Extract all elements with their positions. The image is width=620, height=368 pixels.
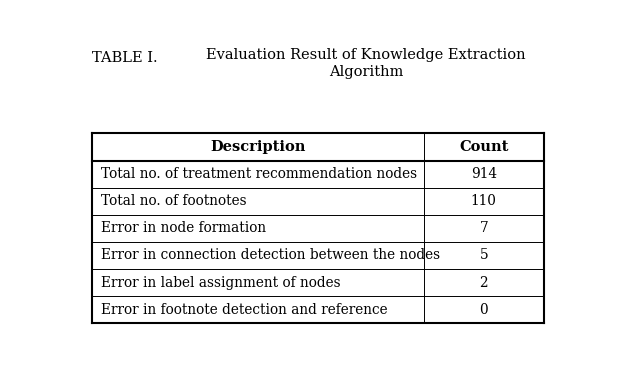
Text: Total no. of footnotes: Total no. of footnotes xyxy=(100,194,246,208)
Text: Error in connection detection between the nodes: Error in connection detection between th… xyxy=(100,248,440,262)
Text: 110: 110 xyxy=(471,194,497,208)
Text: Algorithm: Algorithm xyxy=(329,66,403,79)
Text: 0: 0 xyxy=(479,303,488,317)
Text: 5: 5 xyxy=(479,248,488,262)
Text: 2: 2 xyxy=(479,276,488,290)
Text: Description: Description xyxy=(210,140,306,154)
Text: 914: 914 xyxy=(471,167,497,181)
Text: Total no. of treatment recommendation nodes: Total no. of treatment recommendation no… xyxy=(100,167,417,181)
Text: Error in footnote detection and reference: Error in footnote detection and referenc… xyxy=(100,303,387,317)
Text: Evaluation Result of Knowledge Extraction: Evaluation Result of Knowledge Extractio… xyxy=(206,49,526,63)
Text: TABLE I.: TABLE I. xyxy=(92,51,157,65)
Text: Count: Count xyxy=(459,140,508,154)
Text: 7: 7 xyxy=(479,221,488,236)
Text: Error in node formation: Error in node formation xyxy=(100,221,266,236)
Text: Error in label assignment of nodes: Error in label assignment of nodes xyxy=(100,276,340,290)
